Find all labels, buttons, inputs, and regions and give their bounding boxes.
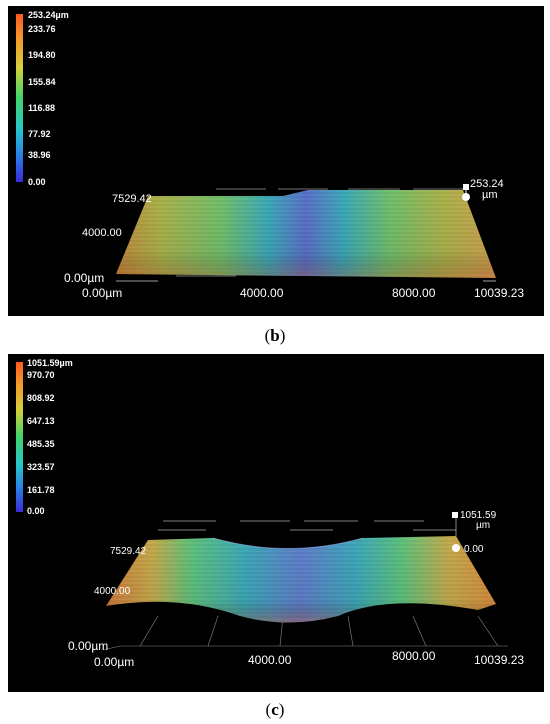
colorbar-b bbox=[16, 14, 23, 182]
colorbar-tick: 485.35 bbox=[27, 439, 55, 449]
colorbar-tick: 116.88 bbox=[28, 103, 55, 113]
colorbar-c bbox=[16, 362, 23, 512]
z-axis-marker-bottom bbox=[452, 544, 460, 552]
colorbar-tick: 0.00 bbox=[27, 506, 45, 516]
floor-grid-c bbox=[102, 615, 508, 651]
colorbar-tick: 161.78 bbox=[27, 485, 55, 495]
x-axis-max-label: 10039.23 bbox=[474, 653, 524, 667]
origin-x-label: 0.00µm bbox=[82, 286, 122, 300]
surface-plot-b-svg: 253.24µm 233.76 194.80 155.84 116.88 77.… bbox=[16, 10, 524, 300]
z-axis-unit: µm bbox=[476, 520, 490, 531]
caption-c: (c) bbox=[265, 700, 285, 719]
surface-c bbox=[106, 536, 496, 623]
colorbar-tick: 194.80 bbox=[28, 50, 56, 60]
x-axis-max-label: 10039.23 bbox=[474, 286, 524, 300]
origin-z-label: 0.00µm bbox=[64, 271, 104, 285]
colorbar-tick: 233.76 bbox=[28, 24, 56, 34]
y-axis-mid-label: 4000.00 bbox=[82, 227, 122, 239]
z-axis-marker-top bbox=[452, 512, 458, 518]
y-axis-max-label: 7529.42 bbox=[112, 193, 152, 205]
colorbar-tick: 155.84 bbox=[28, 77, 56, 87]
caption-b: (b) bbox=[264, 326, 286, 345]
colorbar-max-label: 253.24µm bbox=[28, 10, 69, 20]
surface-plot-c-svg: 1051.59µm 970.70 808.92 647.13 485.35 32… bbox=[16, 358, 524, 669]
y-axis-mid-label: 4000.00 bbox=[94, 586, 131, 597]
surface-plot-b: 253.24µm 233.76 194.80 155.84 116.88 77.… bbox=[8, 6, 544, 316]
origin-x-label: 0.00µm bbox=[94, 655, 134, 669]
colorbar-tick: 38.96 bbox=[28, 150, 51, 160]
colorbar-tick: 970.70 bbox=[27, 370, 55, 380]
x-axis-8000-label: 8000.00 bbox=[392, 649, 436, 663]
z-axis-max-label: 1051.59 bbox=[460, 510, 497, 521]
origin-z-label: 0.00µm bbox=[68, 639, 108, 653]
y-axis-max-label: 7529.42 bbox=[110, 546, 147, 557]
colorbar-tick: 77.92 bbox=[28, 129, 51, 139]
x-axis-mid-label: 4000.00 bbox=[240, 286, 284, 300]
colorbar-tick: 323.57 bbox=[27, 462, 55, 472]
back-grid-c bbox=[158, 518, 457, 536]
z-axis-marker-top bbox=[463, 184, 469, 190]
z-axis-zero-label: 0.00 bbox=[464, 544, 484, 555]
surface-b bbox=[116, 190, 496, 278]
colorbar-tick: 808.92 bbox=[27, 393, 55, 403]
x-axis-8000-label: 8000.00 bbox=[392, 286, 436, 300]
z-axis-unit: µm bbox=[482, 189, 498, 201]
colorbar-tick: 647.13 bbox=[27, 416, 55, 426]
colorbar-max-label: 1051.59µm bbox=[27, 358, 73, 368]
z-axis-max-label: 253.24 bbox=[470, 178, 504, 190]
x-axis-mid-label: 4000.00 bbox=[248, 653, 292, 667]
surface-plot-c: 1051.59µm 970.70 808.92 647.13 485.35 32… bbox=[8, 354, 544, 692]
colorbar-tick: 0.00 bbox=[28, 177, 46, 187]
